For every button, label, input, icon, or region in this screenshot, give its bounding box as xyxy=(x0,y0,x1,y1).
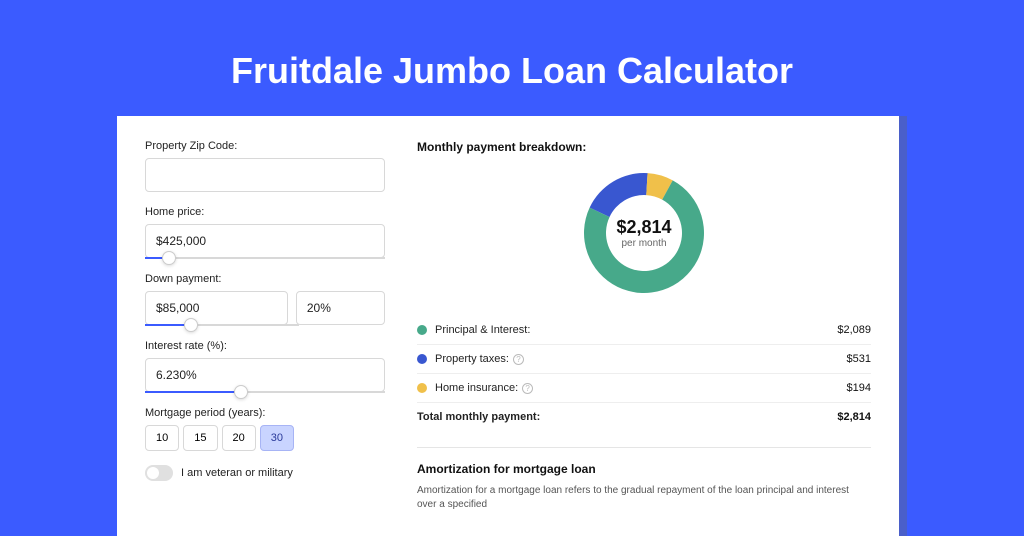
toggle-knob xyxy=(147,467,159,479)
legend-value: $2,089 xyxy=(837,324,871,336)
legend-dot xyxy=(417,383,427,393)
legend-dot xyxy=(417,354,427,364)
donut-chart-wrap: $2,814 per month xyxy=(417,168,871,298)
legend-row: Principal & Interest:$2,089 xyxy=(417,316,871,345)
amortization-title: Amortization for mortgage loan xyxy=(417,462,871,476)
info-icon[interactable]: ? xyxy=(522,383,533,394)
legend-row: Home insurance:?$194 xyxy=(417,374,871,403)
total-row: Total monthly payment: $2,814 xyxy=(417,403,871,431)
home-price-input[interactable] xyxy=(145,224,385,258)
period-option-30[interactable]: 30 xyxy=(260,425,294,451)
slider-fill xyxy=(145,391,241,393)
donut-chart: $2,814 per month xyxy=(579,168,709,298)
veteran-toggle[interactable] xyxy=(145,465,173,481)
veteran-label: I am veteran or military xyxy=(181,467,293,479)
down-payment-percent-input[interactable] xyxy=(296,291,385,325)
down-payment-label: Down payment: xyxy=(145,273,385,285)
total-value: $2,814 xyxy=(837,411,871,423)
interest-slider[interactable] xyxy=(145,391,385,393)
veteran-row: I am veteran or military xyxy=(145,465,385,481)
period-option-20[interactable]: 20 xyxy=(222,425,256,451)
down-payment-amount-input[interactable] xyxy=(145,291,288,325)
interest-label: Interest rate (%): xyxy=(145,340,385,352)
down-payment-group: Down payment: xyxy=(145,273,385,326)
donut-sub: per month xyxy=(621,238,666,249)
period-option-15[interactable]: 15 xyxy=(183,425,217,451)
legend-label: Principal & Interest: xyxy=(435,324,837,336)
period-options: 10152030 xyxy=(145,425,385,451)
amortization-text: Amortization for a mortgage loan refers … xyxy=(417,484,871,512)
home-price-label: Home price: xyxy=(145,206,385,218)
legend-row: Property taxes:?$531 xyxy=(417,345,871,374)
divider xyxy=(417,447,871,448)
interest-input[interactable] xyxy=(145,358,385,392)
home-price-slider[interactable] xyxy=(145,257,385,259)
total-label: Total monthly payment: xyxy=(417,411,837,423)
zip-field-group: Property Zip Code: xyxy=(145,140,385,192)
home-price-group: Home price: xyxy=(145,206,385,259)
info-icon[interactable]: ? xyxy=(513,354,524,365)
slider-thumb[interactable] xyxy=(184,318,198,332)
calculator-card: Property Zip Code: Home price: Down paym… xyxy=(117,116,899,536)
period-group: Mortgage period (years): 10152030 xyxy=(145,407,385,451)
card-shadow: Property Zip Code: Home price: Down paym… xyxy=(117,116,907,536)
page-title: Fruitdale Jumbo Loan Calculator xyxy=(0,0,1024,116)
donut-amount: $2,814 xyxy=(616,217,671,238)
breakdown-title: Monthly payment breakdown: xyxy=(417,140,871,154)
legend-dot xyxy=(417,325,427,335)
legend-label: Property taxes:? xyxy=(435,353,847,365)
period-label: Mortgage period (years): xyxy=(145,407,385,419)
period-option-10[interactable]: 10 xyxy=(145,425,179,451)
donut-center: $2,814 per month xyxy=(579,168,709,298)
breakdown-column: Monthly payment breakdown: $2,814 per mo… xyxy=(417,140,871,512)
zip-label: Property Zip Code: xyxy=(145,140,385,152)
interest-group: Interest rate (%): xyxy=(145,340,385,393)
slider-thumb[interactable] xyxy=(234,385,248,399)
down-payment-slider[interactable] xyxy=(145,324,299,326)
legend: Principal & Interest:$2,089Property taxe… xyxy=(417,316,871,403)
legend-value: $531 xyxy=(847,353,871,365)
legend-value: $194 xyxy=(847,382,871,394)
slider-thumb[interactable] xyxy=(162,251,176,265)
legend-label: Home insurance:? xyxy=(435,382,847,394)
form-column: Property Zip Code: Home price: Down paym… xyxy=(145,140,385,512)
zip-input[interactable] xyxy=(145,158,385,192)
